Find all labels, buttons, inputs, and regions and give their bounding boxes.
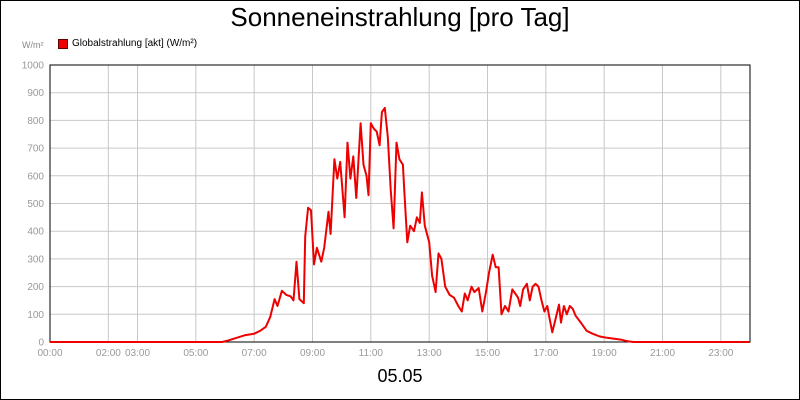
series-line: [50, 106, 750, 343]
y-tick-label: 1000: [22, 61, 45, 72]
x-tick-label: 21:00: [650, 348, 675, 359]
y-tick-label: 200: [27, 282, 44, 293]
y-tick-label: 700: [27, 144, 44, 155]
y-tick-label: 300: [27, 254, 44, 265]
x-tick-label: 19:00: [592, 348, 617, 359]
x-tick-label: 02:00: [96, 348, 121, 359]
y-axis-unit: W/m²: [22, 40, 44, 50]
x-tick-label: 09:00: [300, 348, 325, 359]
legend: Globalstrahlung [akt] (W/m²): [58, 38, 197, 49]
date-label: 05.05: [377, 366, 423, 386]
y-tick-label: 600: [27, 171, 44, 182]
y-tick-label: 500: [27, 199, 44, 210]
x-tick-label: 11:00: [359, 348, 384, 359]
x-tick-label: 13:00: [417, 348, 442, 359]
x-tick-label: 03:00: [125, 348, 150, 359]
x-tick-label: 17:00: [533, 348, 558, 359]
x-tick-label: 07:00: [242, 348, 267, 359]
x-tick-label: 05:00: [183, 348, 208, 359]
y-tick-label: 100: [27, 310, 44, 321]
y-tick-label: 900: [27, 88, 44, 99]
x-tick-label: 00:00: [37, 348, 62, 359]
legend-label: Globalstrahlung [akt] (W/m²): [72, 38, 198, 49]
legend-swatch: [58, 38, 68, 49]
x-tick-label: 23:00: [708, 348, 733, 359]
y-tick-label: 400: [27, 227, 44, 238]
plot-area-border: [49, 64, 751, 343]
y-tick-label: 0: [38, 338, 44, 349]
chart-title: Sonneneinstrahlung [pro Tag]: [230, 2, 570, 32]
x-tick-label: 15:00: [475, 348, 500, 359]
y-tick-label: 800: [27, 116, 44, 127]
